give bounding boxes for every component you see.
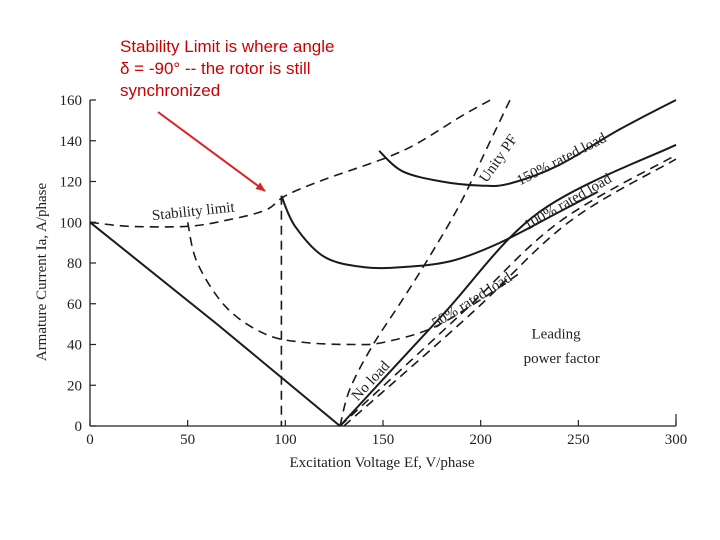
x-tick-label: 100 bbox=[274, 432, 297, 448]
x-tick-label: 0 bbox=[86, 432, 94, 448]
x-axis-title: Excitation Voltage Ef, V/phase bbox=[290, 455, 475, 471]
y-tick-label: 160 bbox=[60, 93, 83, 109]
y-tick-label: 0 bbox=[75, 419, 83, 435]
y-axis-title: Armature Current Ia, A/phase bbox=[34, 183, 50, 362]
y-tick-label: 20 bbox=[67, 378, 82, 394]
curve-label: Leading bbox=[532, 326, 582, 342]
series-line bbox=[339, 143, 677, 427]
series-group bbox=[89, 99, 677, 427]
curve-label: Stability limit bbox=[151, 200, 236, 225]
x-tick-label: 300 bbox=[665, 432, 688, 448]
series-line bbox=[280, 190, 599, 270]
curve-label: Unity PF bbox=[477, 132, 521, 186]
annotation-line-1: Stability Limit is where angle bbox=[120, 37, 335, 56]
curve-label: No load bbox=[349, 358, 394, 404]
series-line bbox=[186, 222, 521, 346]
series-line bbox=[89, 221, 341, 427]
y-tick-label: 80 bbox=[67, 256, 82, 272]
series-line bbox=[339, 99, 511, 427]
y-tick-label: 60 bbox=[67, 297, 82, 313]
series-line bbox=[339, 154, 677, 427]
annotation-line-3: synchronized bbox=[120, 81, 221, 100]
annotation-arrow bbox=[157, 111, 266, 192]
x-tick-label: 150 bbox=[372, 432, 395, 448]
y-tick-label: 100 bbox=[60, 215, 83, 231]
axes: 0 50 100 150 200 250 300 0 20 40 60 80 100 120 140 160 bbox=[60, 93, 688, 448]
series-line bbox=[378, 99, 677, 187]
y-tick-label: 140 bbox=[60, 134, 83, 150]
curve-label: power factor bbox=[524, 351, 600, 367]
x-tick-label: 200 bbox=[469, 432, 492, 448]
y-tick-label: 40 bbox=[67, 338, 82, 354]
series-line bbox=[89, 99, 491, 228]
x-tick-label: 250 bbox=[567, 432, 590, 448]
x-tick-label: 50 bbox=[180, 432, 195, 448]
y-tick-label: 120 bbox=[60, 175, 83, 191]
annotation-line-2: δ = -90° -- the rotor is still bbox=[120, 59, 311, 78]
series-line bbox=[343, 158, 677, 427]
stability-annotation-text: Stability Limit is where angle δ = -90° … bbox=[120, 36, 400, 102]
